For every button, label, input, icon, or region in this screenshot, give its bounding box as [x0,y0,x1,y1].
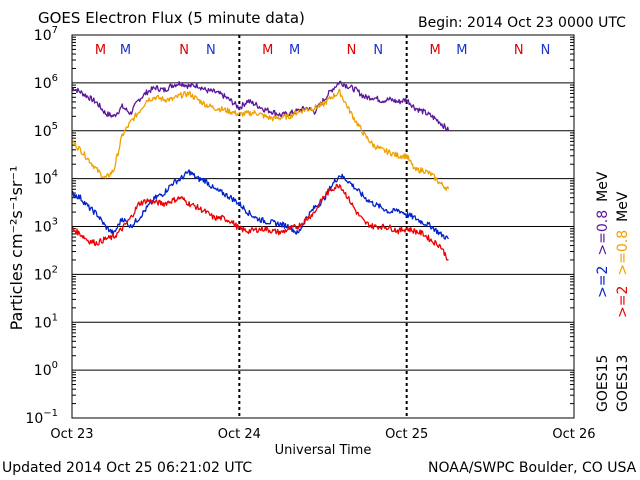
chart-title: GOES Electron Flux (5 minute data) [38,9,305,27]
legend-goes13-label: GOES13 [615,355,631,412]
day-separators [238,35,408,418]
series-layer [71,80,450,261]
legend-goes15-energy: >=2>=0.8MeV [595,171,611,298]
x-tick-labels: Oct 23 Oct 24 Oct 25 Oct 26 [50,427,595,442]
x-tick-label: Oct 26 [552,427,595,442]
y-tick-label: 102 [34,264,58,283]
series-line-3 [71,183,449,261]
x-axis-label: Universal Time [275,443,372,458]
y-tick-label: 10−1 [25,408,58,427]
x-tick-label: Oct 24 [218,427,261,442]
series-line-2 [71,169,450,240]
y-tick-label: 100 [34,360,58,379]
legend-goes13-energy: >=2>=0.8MeV [615,191,631,318]
marker-M: M [289,43,300,58]
marker-N: N [179,43,189,58]
y-tick-labels: 10−1 100 101 102 103 104 105 106 107 [25,25,58,427]
grid-lines [72,36,574,405]
legend-goes15-label: GOES15 [595,355,611,412]
credit-line: NOAA/SWPC Boulder, CO USA [428,460,637,476]
series-line-0 [72,80,450,132]
marker-M: M [262,43,273,58]
y-tick-label: 104 [34,169,58,188]
marker-N: N [373,43,383,58]
updated-timestamp: Updated 2014 Oct 25 06:21:02 UTC [2,460,253,476]
marker-N: N [541,43,551,58]
marker-M: M [95,43,106,58]
plot-frame [71,34,575,419]
y-tick-label: 106 [34,73,58,92]
y-axis-label: Particles cm⁻²s⁻¹sr⁻¹ [7,166,26,331]
marker-M: M [456,43,467,58]
y-tick-label: 101 [34,312,58,331]
marker-M: M [430,43,441,58]
y-tick-label: 105 [34,121,58,140]
marker-N: N [206,43,216,58]
series-line-1 [71,88,450,191]
y-tick-label: 107 [34,25,58,44]
x-tick-label: Oct 25 [385,427,428,442]
legend: >=2>=0.8MeV >=2>=0.8MeV GOES15 GOES13 [595,171,631,412]
marker-M: M [120,43,131,58]
x-tick-label: Oct 23 [50,427,93,442]
y-tick-label: 103 [34,217,58,236]
marker-N: N [347,43,357,58]
begin-time: Begin: 2014 Oct 23 0000 UTC [418,15,626,31]
marker-N: N [514,43,524,58]
